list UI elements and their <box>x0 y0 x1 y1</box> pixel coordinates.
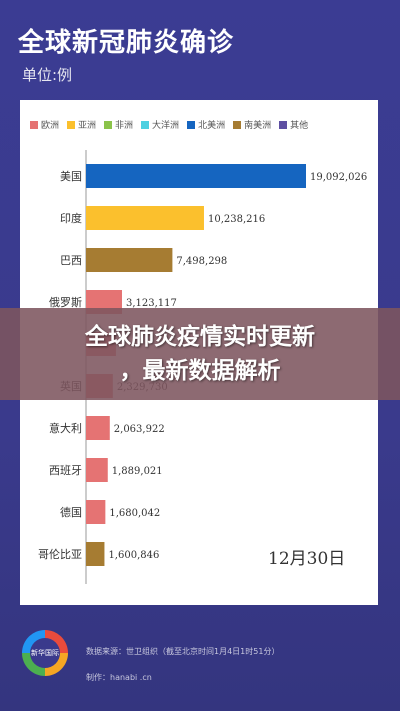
legend-swatch <box>30 120 38 129</box>
legend-swatch <box>141 120 150 129</box>
legend-label: 大洋洲 <box>152 121 180 131</box>
unit-label: 单位:例 <box>22 66 73 84</box>
legend-item: 欧洲 <box>30 118 59 131</box>
legend-label: 南美洲 <box>244 121 272 131</box>
value-label: 3,123,117 <box>126 298 177 309</box>
xinhua-logo: 新华国际 <box>22 630 68 676</box>
chart-legend: 欧洲 亚洲 非洲 大洋洲 北美洲 南美洲 其他 <box>30 118 308 131</box>
legend-label: 非洲 <box>115 121 134 131</box>
headline-line-2: ，最新数据解析 <box>119 358 281 384</box>
bar <box>86 206 204 230</box>
bar <box>86 542 105 566</box>
category-label: 俄罗斯 <box>49 296 82 309</box>
bar <box>86 416 110 440</box>
category-label: 意大利 <box>49 421 82 435</box>
category-label: 印度 <box>60 211 82 225</box>
bar <box>86 164 306 188</box>
legend-item: 非洲 <box>104 118 133 131</box>
legend-item: 亚洲 <box>67 118 96 131</box>
legend-label: 北美洲 <box>198 121 226 131</box>
value-label: 10,238,216 <box>208 214 265 225</box>
legend-swatch <box>279 120 288 129</box>
data-source-text: 数据来源：世卫组织（截至北京时间1月4日1时51分） <box>86 647 280 656</box>
category-label: 哥伦比亚 <box>38 547 82 561</box>
category-label: 西班牙 <box>49 464 82 477</box>
headline-line-1: 全球肺炎疫情实时更新 <box>85 324 315 350</box>
legend-label: 其他 <box>290 121 309 131</box>
legend-swatch <box>187 120 196 129</box>
value-label: 2,063,922 <box>114 424 165 435</box>
value-label: 19,092,026 <box>310 172 367 183</box>
date-label: 12月30日 <box>268 549 346 569</box>
headline-banner: 全球肺炎疫情实时更新 ，最新数据解析 <box>0 308 400 400</box>
value-label: 1,889,021 <box>112 466 163 477</box>
logo-text: 新华国际 <box>30 638 60 668</box>
page-title: 全球新冠肺炎确诊 <box>18 28 235 58</box>
category-label: 德国 <box>60 505 82 519</box>
category-label: 美国 <box>60 170 82 183</box>
value-label: 7,498,298 <box>176 256 227 267</box>
legend-item: 南美洲 <box>233 118 271 131</box>
category-label: 巴西 <box>60 254 82 267</box>
legend-swatch <box>104 120 113 129</box>
value-label: 1,680,042 <box>109 508 160 519</box>
bar <box>86 248 173 272</box>
bar <box>86 500 106 524</box>
legend-swatch <box>233 120 242 129</box>
value-label: 1,600,846 <box>108 550 159 561</box>
producer-text: 制作：hanabi .cn <box>86 673 152 682</box>
legend-item: 大洋洲 <box>141 118 179 131</box>
legend-item: 其他 <box>279 118 308 131</box>
legend-item: 北美洲 <box>187 118 225 131</box>
legend-label: 欧洲 <box>41 121 60 131</box>
legend-swatch <box>67 120 76 129</box>
legend-label: 亚洲 <box>78 121 97 131</box>
bar <box>86 458 108 482</box>
